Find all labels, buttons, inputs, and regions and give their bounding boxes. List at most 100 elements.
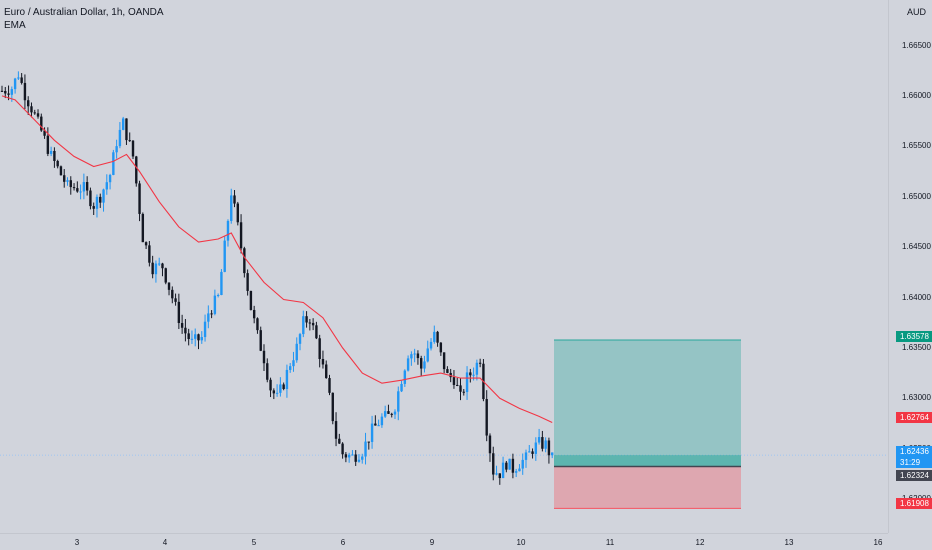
candle-body [295, 343, 298, 361]
ema-price-label: 1.62764 [896, 412, 932, 423]
time-tick-label: 12 [695, 538, 705, 547]
candle-body [302, 316, 305, 335]
candle-body [266, 363, 269, 380]
candle-body [49, 150, 53, 154]
time-tick-label: 13 [784, 538, 794, 547]
candle-body [30, 106, 33, 113]
candle-body [370, 423, 374, 442]
chart-plot-area[interactable] [0, 0, 888, 533]
candle-body [426, 348, 429, 362]
time-tick-label: 11 [605, 538, 615, 547]
candle-body [318, 338, 321, 360]
candle-body [92, 206, 95, 209]
candle-body [63, 175, 66, 182]
candle-body [498, 473, 501, 479]
candle-body [76, 188, 79, 192]
candle-body [521, 459, 524, 469]
candle-body [249, 290, 253, 310]
candle-body [452, 377, 456, 385]
candle-body [534, 442, 538, 454]
candle-body [456, 384, 459, 386]
candle-body [239, 222, 243, 249]
candle-body [406, 358, 410, 371]
candle-body [53, 150, 56, 161]
candle-body [505, 462, 508, 470]
candle-body [102, 189, 105, 203]
candle-body [305, 316, 308, 323]
candle-body [7, 93, 10, 95]
candle-body [442, 352, 446, 370]
time-tick-label: 6 [340, 538, 346, 547]
candle-body [200, 337, 203, 341]
candle-body [492, 453, 495, 475]
candle-body [69, 180, 72, 188]
price-tick-label: 1.66500 [902, 40, 931, 50]
symbol-title[interactable]: Euro / Australian Dollar, 1h, OANDA [4, 7, 164, 18]
candle-body [72, 187, 76, 189]
candle-body [429, 341, 433, 349]
candle-body [128, 140, 131, 142]
candle-body [514, 471, 518, 473]
candle-body [433, 331, 436, 342]
candle-body [393, 411, 397, 415]
loss-zone [554, 466, 741, 509]
time-tick-label: 5 [251, 538, 257, 547]
candle-body [226, 220, 230, 241]
candle-body [210, 313, 213, 315]
candle-body [292, 360, 295, 367]
candle-body [380, 416, 384, 426]
candle-body [272, 390, 276, 394]
candle-body [66, 180, 69, 182]
price-axis[interactable] [888, 0, 932, 533]
candle-body [13, 78, 17, 90]
candle-body [194, 334, 197, 339]
price-tick-label: 1.64500 [902, 242, 931, 252]
candle-body [351, 454, 354, 456]
candlestick-chart[interactable] [0, 0, 888, 533]
candle-body [338, 438, 341, 444]
candle-body [537, 437, 541, 443]
price-tick-label: 1.63500 [902, 342, 931, 352]
candle-body [151, 262, 154, 275]
candle-body [364, 441, 367, 457]
candle-body [311, 322, 315, 326]
candle-body [259, 330, 262, 351]
candle-body [17, 77, 20, 79]
candle-body [174, 298, 177, 302]
candle-body [230, 195, 233, 221]
candle-body [269, 379, 272, 391]
candle-body [289, 366, 292, 370]
candle-body [184, 327, 187, 334]
candle-body [528, 451, 531, 453]
candle-body [403, 370, 407, 384]
candle-body [328, 378, 331, 393]
candle-body [501, 462, 505, 479]
time-tick-label: 9 [429, 538, 435, 547]
candle-body [167, 282, 171, 290]
price-tick-label: 1.63000 [902, 393, 931, 403]
candle-body [125, 118, 128, 141]
time-tick-label: 10 [516, 538, 526, 547]
candle-body [95, 196, 99, 209]
candle-body [387, 411, 390, 414]
time-axis[interactable] [0, 533, 888, 550]
candle-body [115, 146, 118, 153]
candle-body [397, 391, 400, 412]
candle-body [256, 318, 259, 331]
candle-body [377, 425, 380, 427]
profit-zone [554, 340, 741, 467]
entry-price-label: 1.62324 [896, 470, 932, 481]
candle-body [216, 295, 220, 297]
ema-line [1, 95, 553, 423]
candle-body [413, 353, 416, 355]
candle-body [144, 242, 148, 246]
candle-body [10, 89, 14, 95]
candle-body [190, 338, 194, 340]
candle-body [220, 271, 223, 296]
candle-body [262, 350, 266, 364]
candle-body [354, 454, 357, 462]
ema-indicator-label[interactable]: EMA [4, 20, 26, 31]
candle-body [33, 112, 36, 114]
candle-body [495, 473, 498, 475]
candle-body [511, 458, 515, 473]
